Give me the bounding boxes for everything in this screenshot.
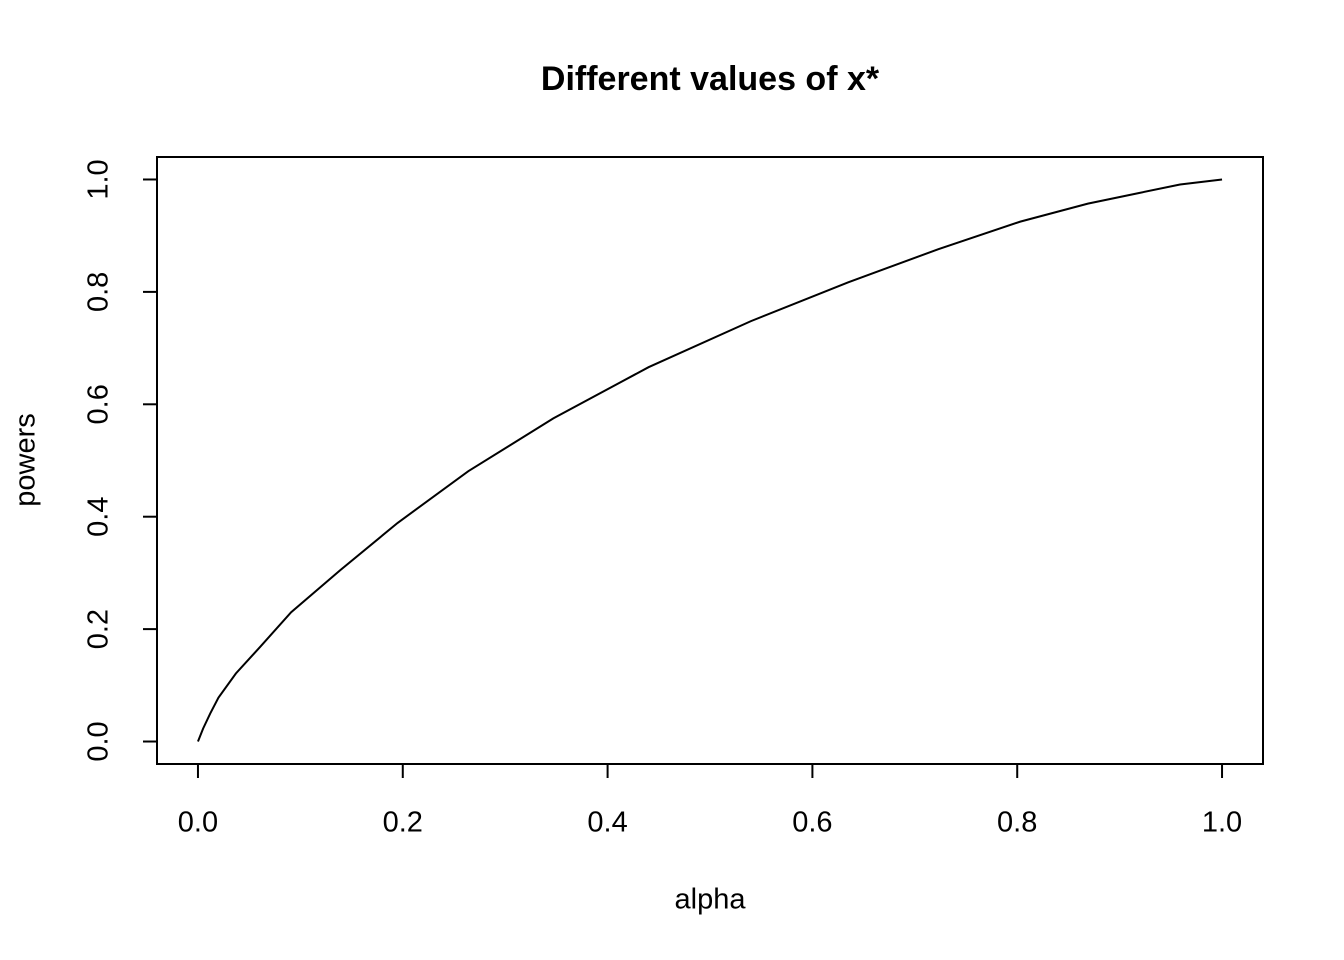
y-tick-label: 0.2 [83, 609, 115, 649]
y-tick-label: 0.6 [83, 384, 115, 424]
x-tick-label: 0.4 [587, 807, 627, 839]
x-tick-label: 0.8 [997, 807, 1037, 839]
x-tick-label: 0.6 [792, 807, 832, 839]
y-axis-label: powers [10, 413, 42, 507]
x-tick-label: 1.0 [1202, 807, 1242, 839]
y-tick-label: 0.8 [83, 272, 115, 312]
y-tick-label: 0.0 [83, 721, 115, 761]
data-line [197, 178, 1223, 742]
x-tick-label: 0.0 [178, 807, 218, 839]
y-tick-label: 1.0 [83, 159, 115, 199]
x-tick-label: 0.2 [383, 807, 423, 839]
x-axis-label: alpha [675, 884, 747, 916]
chart-title: Different values of x* [541, 60, 880, 98]
y-tick-label: 0.4 [83, 497, 115, 537]
